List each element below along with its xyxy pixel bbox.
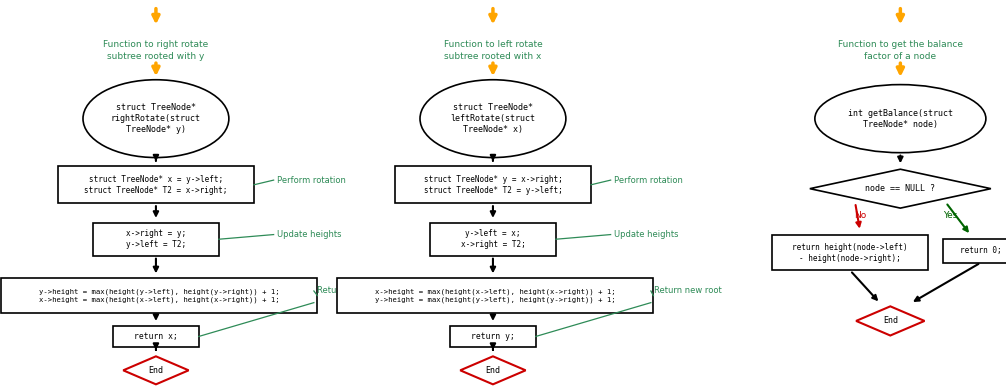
Bar (113, 326, 198, 347)
Text: y->height = max(height(y->left), height(y->right)) + 1;
x->height = max(height(x: y->height = max(height(y->left), height(… (38, 288, 280, 303)
Text: End: End (486, 366, 500, 375)
Text: Function to left rotate
subtree rooted with x: Function to left rotate subtree rooted w… (444, 40, 542, 61)
Ellipse shape (82, 80, 228, 158)
Polygon shape (460, 356, 525, 384)
Text: node == NULL ?: node == NULL ? (865, 184, 936, 193)
Text: Return new root: Return new root (654, 286, 721, 296)
Text: x->height = max(height(x->left), height(x->right)) + 1;
y->height = max(height(y: x->height = max(height(x->left), height(… (374, 288, 616, 303)
Text: Yes: Yes (944, 211, 958, 221)
Text: x->right = y;
y->left = T2;: x->right = y; y->left = T2; (126, 229, 186, 249)
Text: End: End (149, 366, 163, 375)
Text: Update heights: Update heights (614, 230, 678, 239)
Bar (93, 223, 218, 256)
Text: y->left = x;
x->right = T2;: y->left = x; x->right = T2; (461, 229, 525, 249)
Polygon shape (810, 169, 991, 208)
Text: End: End (883, 316, 897, 326)
Polygon shape (856, 307, 925, 335)
Bar (336, 278, 653, 313)
Text: Function to get the balance
factor of a node: Function to get the balance factor of a … (838, 40, 963, 61)
Ellipse shape (815, 85, 986, 153)
Text: struct TreeNode*
rightRotate(struct
TreeNode* y): struct TreeNode* rightRotate(struct Tree… (111, 103, 201, 134)
Bar (394, 166, 591, 203)
Text: Function to right rotate
subtree rooted with y: Function to right rotate subtree rooted … (104, 40, 208, 61)
Text: struct TreeNode* x = y->left;
struct TreeNode* T2 = x->right;: struct TreeNode* x = y->left; struct Tre… (85, 175, 227, 195)
Text: Perform rotation: Perform rotation (277, 175, 345, 185)
Text: Perform rotation: Perform rotation (614, 175, 682, 185)
Bar (772, 235, 928, 270)
Text: struct TreeNode*
leftRotate(struct
TreeNode* x): struct TreeNode* leftRotate(struct TreeN… (451, 103, 535, 134)
Bar (1, 278, 317, 313)
Bar (57, 166, 254, 203)
Text: int getBalance(struct
TreeNode* node): int getBalance(struct TreeNode* node) (848, 109, 953, 129)
Bar (450, 326, 535, 347)
Text: struct TreeNode* y = x->right;
struct TreeNode* T2 = y->left;: struct TreeNode* y = x->right; struct Tr… (424, 175, 562, 195)
Text: Update heights: Update heights (277, 230, 341, 239)
Text: return 0;: return 0; (960, 246, 1002, 256)
Polygon shape (123, 356, 188, 384)
Text: return x;: return x; (134, 332, 178, 341)
Text: return y;: return y; (471, 332, 515, 341)
Text: Return new root: Return new root (317, 286, 384, 296)
Text: No: No (854, 211, 866, 221)
Bar (430, 223, 555, 256)
Ellipse shape (420, 80, 565, 158)
Text: return height(node->left)
- height(node->right);: return height(node->left) - height(node-… (793, 243, 907, 263)
Bar (943, 239, 1006, 263)
